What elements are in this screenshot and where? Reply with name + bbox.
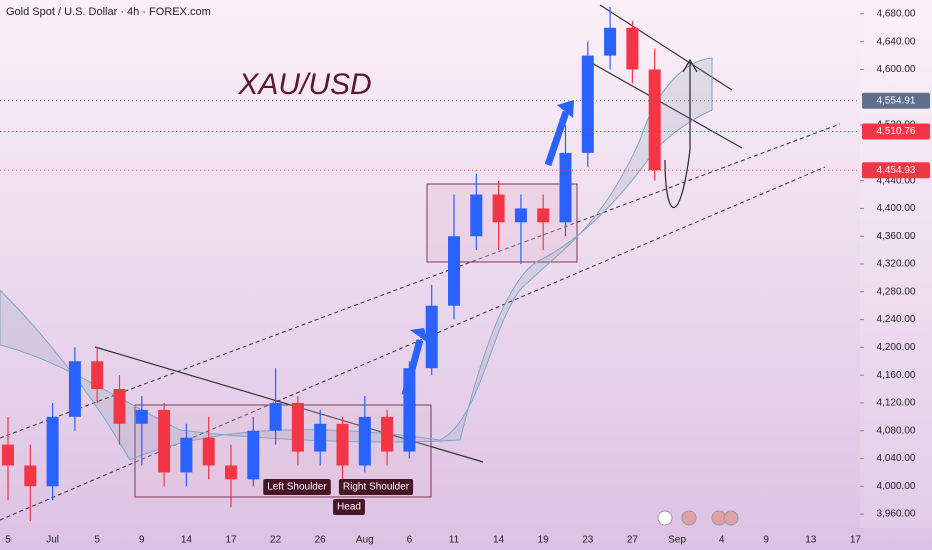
candle-body	[425, 305, 438, 369]
y-tick-label: 4,120.00	[877, 398, 916, 409]
candle-body	[24, 465, 37, 487]
pattern-label-box	[333, 499, 365, 515]
x-tick-label: 17	[850, 535, 862, 546]
trend-line	[599, 4, 733, 91]
icon	[681, 510, 697, 526]
candle-body	[291, 402, 304, 452]
icon	[657, 510, 673, 526]
icon	[723, 510, 739, 526]
candle-body	[448, 236, 460, 306]
candle-body	[68, 361, 81, 417]
y-tick-label: 4,360.00	[877, 231, 916, 242]
x-tick-label: Aug	[356, 535, 374, 546]
x-tick-label: Jul	[46, 535, 59, 546]
candle-body	[135, 409, 148, 424]
bottom-icons	[657, 510, 739, 526]
price-axis	[860, 0, 932, 528]
x-tick-label: 14	[181, 535, 193, 546]
price-tag	[862, 162, 930, 179]
chart-title: Gold Spot / U.S. Dollar · 4h · FOREX.com	[6, 6, 211, 18]
candle-body	[559, 152, 572, 223]
candle-body	[2, 444, 14, 466]
candle-body	[46, 416, 59, 487]
x-tick-label: 22	[270, 535, 282, 546]
y-tick-label: 3,960.00	[877, 509, 916, 520]
candle-body	[648, 69, 661, 171]
candle-body	[581, 55, 594, 153]
y-tick-label: 4,040.00	[877, 453, 916, 464]
x-tick-label: 5	[94, 535, 100, 546]
candle-body	[225, 465, 237, 480]
pattern-label: Right Shoulder	[343, 482, 410, 493]
candle-body	[202, 437, 215, 466]
x-tick-label: 6	[407, 535, 413, 546]
trend-line	[589, 61, 743, 149]
candle-body	[470, 194, 483, 237]
x-tick-label: 26	[315, 535, 327, 546]
path-arrow	[664, 62, 691, 208]
candle-body	[269, 402, 282, 431]
x-tick-label: 9	[139, 535, 145, 546]
y-tick-label: 4,440.00	[877, 175, 916, 186]
path-arrow	[682, 58, 698, 73]
channel-line	[0, 123, 841, 439]
candle-body	[604, 27, 617, 56]
candle-body	[381, 416, 394, 452]
y-tick-label: 4,000.00	[877, 481, 916, 492]
candle-body	[537, 208, 550, 223]
candle-body	[358, 416, 371, 466]
price-tag-label: 4,554.91	[877, 95, 916, 106]
candle-body	[403, 368, 416, 452]
pattern-label-box	[263, 479, 331, 495]
y-tick-label: 4,080.00	[877, 425, 916, 436]
arrow	[544, 110, 570, 167]
y-tick-label: 4,240.00	[877, 314, 916, 325]
candle-body	[180, 437, 193, 473]
candle-body	[314, 423, 327, 452]
x-tick-label: 27	[627, 535, 639, 546]
symbol-annotation: XAU/USD	[237, 68, 371, 101]
pattern-label-box	[338, 479, 414, 495]
y-tick-label: 4,680.00	[877, 9, 916, 20]
y-tick-label: 4,640.00	[877, 36, 916, 47]
candle-body	[113, 389, 126, 424]
price-tag-label: 4,510.76	[877, 126, 916, 137]
candle-body	[91, 361, 104, 390]
pattern-label: Left Shoulder	[267, 482, 327, 493]
x-tick-label: Sep	[668, 535, 686, 546]
x-tick-label: 19	[538, 535, 550, 546]
x-tick-label: 9	[763, 535, 769, 546]
y-tick-label: 4,400.00	[877, 203, 916, 214]
candle-body	[158, 409, 171, 473]
x-tick-label: 11	[449, 535, 460, 546]
x-tick-label: 14	[493, 535, 505, 546]
y-tick-label: 4,320.00	[877, 259, 916, 270]
channel-line	[0, 166, 826, 521]
y-tick-label: 4,280.00	[877, 286, 916, 297]
arrow	[410, 328, 428, 343]
price-tag	[862, 92, 930, 109]
candle-body	[492, 194, 505, 223]
candle-body	[247, 430, 260, 480]
y-tick-label: 4,200.00	[877, 342, 916, 353]
candle-body	[626, 27, 639, 70]
price-tag	[862, 123, 930, 140]
price-tag-label: 4,454.93	[877, 165, 916, 176]
x-tick-label: 13	[805, 535, 817, 546]
x-tick-label: 5	[5, 535, 11, 546]
x-tick-label: 4	[719, 535, 725, 546]
x-tick-label: 17	[225, 535, 237, 546]
pattern-label: Head	[337, 502, 361, 513]
arrow	[557, 100, 574, 118]
candle-body	[514, 208, 527, 223]
y-tick-label: 4,160.00	[877, 370, 916, 381]
y-tick-label: 4,600.00	[877, 64, 916, 75]
x-tick-label: 23	[582, 535, 594, 546]
candle-body	[336, 423, 349, 466]
